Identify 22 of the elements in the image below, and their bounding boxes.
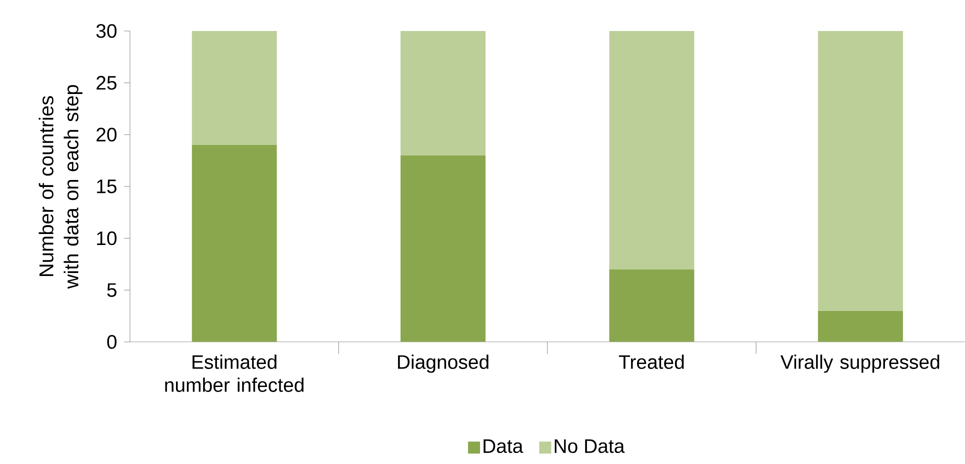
y-tick-label: 10 [97, 231, 117, 246]
x-tick-label: Diagnosed [398, 354, 488, 373]
bar [400, 31, 486, 156]
x-tick-label: Virally suppressed [780, 354, 940, 373]
bar [192, 31, 277, 146]
y-tick-label: 25 [96, 76, 116, 90]
y-tick-label: 15 [97, 180, 116, 194]
bar [192, 145, 277, 342]
bar [400, 155, 486, 342]
bar [818, 31, 903, 311]
y-tick-label: 20 [96, 128, 117, 142]
legend-label: No Data [554, 439, 625, 454]
y-tick-label: 30 [96, 24, 117, 38]
y-tick-label: 0 [107, 335, 117, 349]
y-axis-title: Number of countries with data on each step [38, 85, 82, 289]
x-tick-label: Treated [618, 354, 684, 369]
y-tick-label: 5 [107, 283, 116, 297]
bar [818, 310, 903, 342]
legend-label: Data [484, 439, 524, 454]
x-tick-label: Estimated number infected [165, 354, 304, 392]
bar [609, 269, 694, 342]
bar [609, 31, 694, 270]
